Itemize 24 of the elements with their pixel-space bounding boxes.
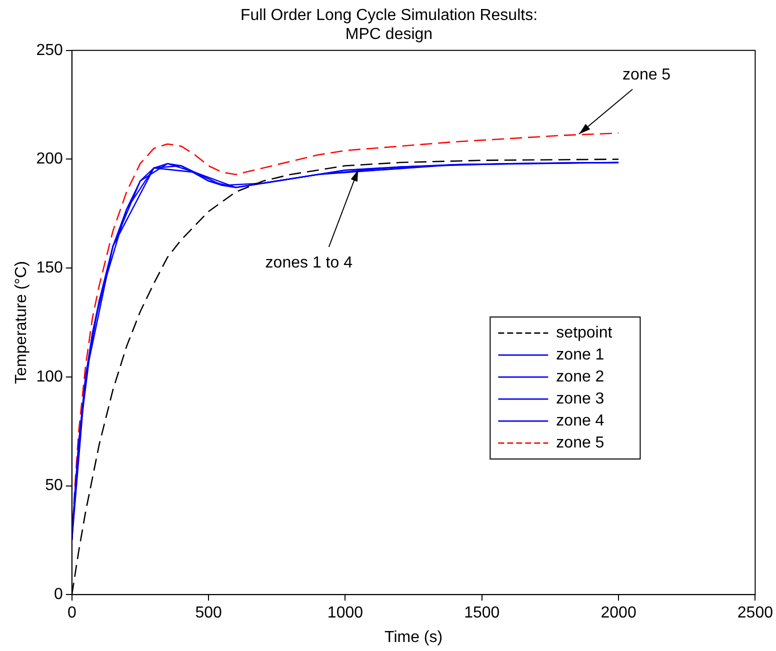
x-tick-label: 1500 [464, 604, 500, 622]
y-tick-label: 0 [54, 586, 63, 604]
y-axis-title: Temperature (°C) [13, 261, 30, 384]
chart-title: Full Order Long Cycle Simulation Results: [240, 7, 538, 24]
legend-label: zone 3 [556, 390, 604, 408]
x-axis-title: Time (s) [384, 628, 443, 646]
legend-label: zone 1 [556, 346, 604, 364]
y-tick-label: 250 [36, 42, 63, 59]
y-tick-label: 50 [45, 477, 63, 494]
legend-label: zone 2 [556, 368, 604, 386]
legend-label: zone 4 [556, 412, 604, 430]
annotation: zone 5 [622, 66, 671, 84]
x-tick-label: 2500 [737, 604, 774, 622]
chart-subtitle: MPC design [345, 26, 433, 44]
x-tick-label: 1000 [327, 604, 364, 622]
y-tick-label: 200 [36, 150, 63, 168]
legend-label: setpoint [556, 324, 613, 342]
x-tick-label: 2000 [600, 604, 636, 622]
legend-label: zone 5 [556, 434, 604, 452]
annotation: zones 1 to 4 [265, 254, 353, 272]
x-tick-label: 500 [195, 604, 222, 622]
y-tick-label: 100 [36, 368, 63, 386]
x-tick-label: 0 [67, 604, 76, 622]
y-tick-label: 150 [36, 259, 63, 276]
